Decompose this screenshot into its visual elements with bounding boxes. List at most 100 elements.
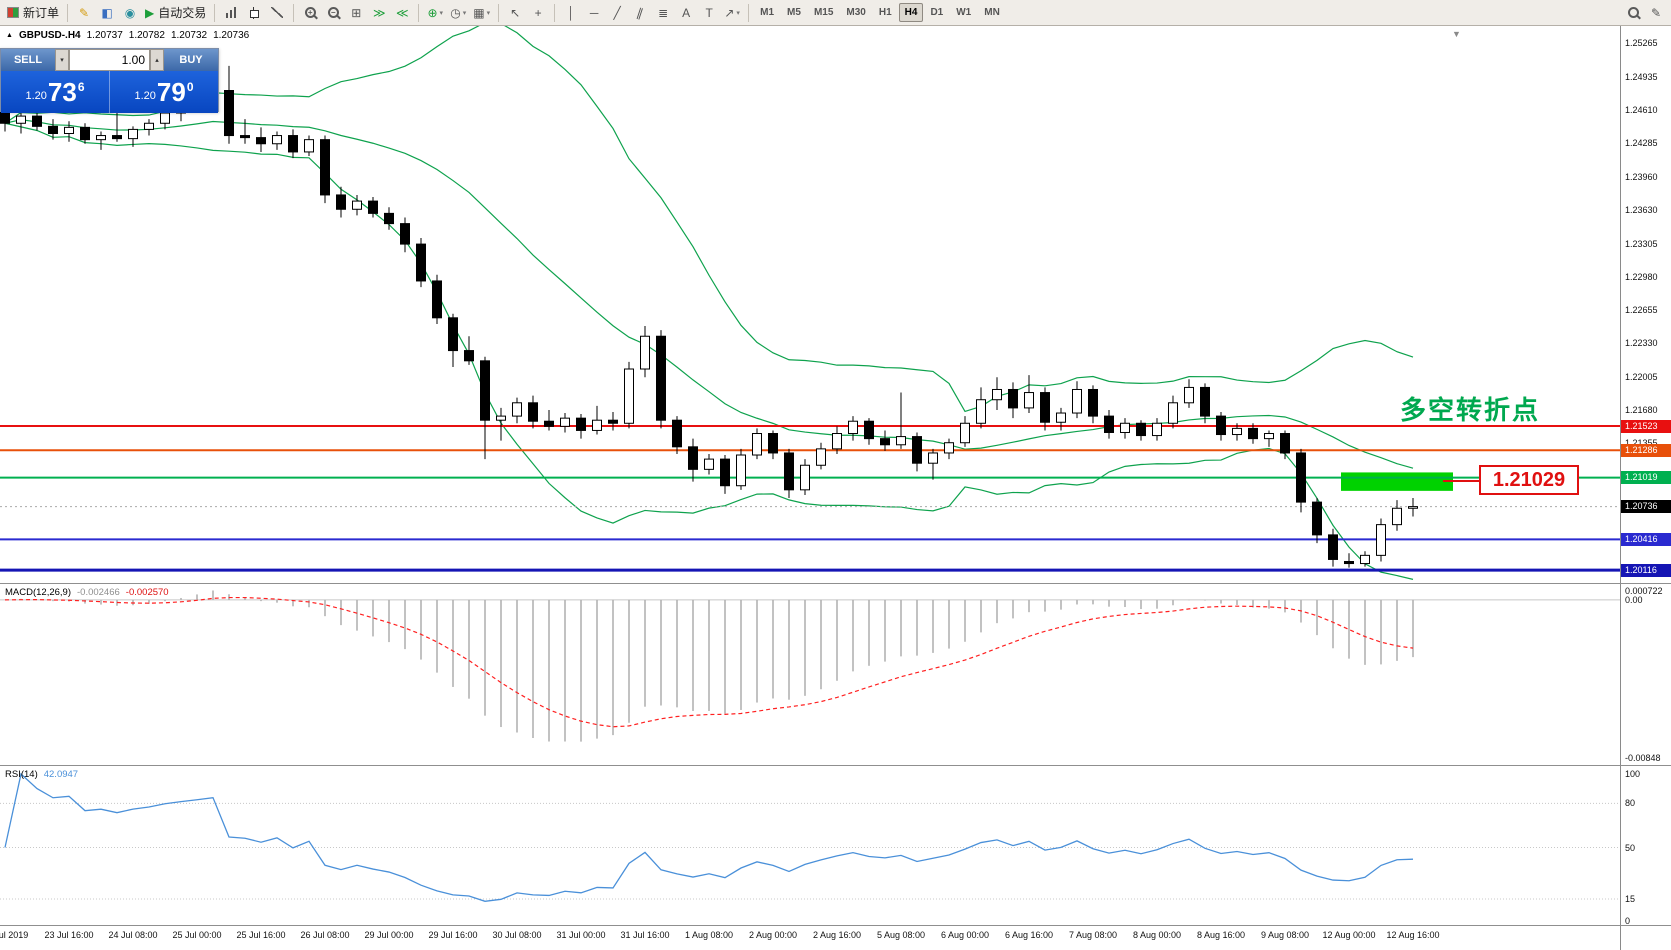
metaeditor-button[interactable]: ✎	[73, 2, 95, 24]
buy-price-prefix: 1.20	[134, 90, 156, 102]
horizontal-line-button[interactable]: ─	[583, 2, 605, 24]
sell-price-sup: 6	[77, 80, 85, 94]
close-value: 1.20736	[213, 30, 250, 41]
buy-button[interactable]: BUY	[164, 49, 218, 71]
macd-main-value: -0.002466	[77, 587, 120, 598]
metaeditor-icon: ✎	[78, 5, 90, 20]
price-callout-label: 1.21029	[1479, 465, 1579, 495]
green-zone-rect[interactable]	[1341, 472, 1453, 491]
new-order-icon	[7, 7, 19, 18]
vertical-line-button[interactable]: │	[560, 2, 582, 24]
buy-price-sup: 0	[186, 80, 194, 94]
macd-scale-max: 0.000722	[1625, 586, 1663, 596]
macd-chart[interactable]	[0, 584, 1620, 765]
expand-icon[interactable]: ▲	[6, 32, 13, 39]
timeframe-mn-button[interactable]: MN	[984, 7, 1000, 18]
timeframe-m1-button[interactable]: M1	[760, 7, 775, 18]
panel-separator[interactable]	[0, 925, 1671, 926]
candlestick-icon	[250, 6, 260, 19]
rsi-chart[interactable]	[0, 766, 1620, 925]
symbol-ohlc-readout: ▲ GBPUSD-.H4 1.20737 1.20782 1.20732 1.2…	[6, 30, 249, 41]
arrows-button[interactable]: ↗ ▾	[721, 2, 743, 24]
price-line-badge: 1.21523	[1621, 419, 1671, 433]
panel-separator[interactable]	[0, 583, 1671, 584]
price-axis[interactable]: 0.000722 0.00 -0.00848 1.25265 1.24935 1.2…	[1620, 26, 1671, 950]
volume-decrease-button[interactable]: ▾	[55, 49, 69, 71]
sell-button[interactable]: SELL	[1, 49, 55, 71]
time-axis-label: 6 Aug 00:00	[940, 930, 990, 940]
crosshair-button[interactable]: +	[527, 2, 549, 24]
cursor-button[interactable]: ↖	[504, 2, 526, 24]
fibonacci-button[interactable]: ≣	[652, 2, 674, 24]
price-tick-label: 1.21680	[1625, 404, 1658, 415]
timeframe-h1-button[interactable]: H1	[878, 7, 892, 18]
templates-button[interactable]: ▦ ▾	[470, 2, 493, 24]
volume-input[interactable]	[69, 49, 150, 71]
timeframe-h4-button[interactable]: H4	[898, 3, 924, 22]
text-button[interactable]: A	[675, 2, 697, 24]
terminal-button[interactable]: ◧	[96, 2, 118, 24]
timeframe-m15-button[interactable]: M15	[813, 7, 834, 18]
quick-edit-button[interactable]: ✎	[1645, 2, 1667, 24]
rsi-header: RSI(14) 42.0947	[5, 769, 78, 780]
text-label-button[interactable]: T	[698, 2, 720, 24]
panel-separator[interactable]	[0, 765, 1671, 766]
chart-line-button[interactable]	[266, 2, 288, 24]
trendline-button[interactable]: ╱	[606, 2, 628, 24]
time-axis-label: 2 Aug 16:00	[812, 930, 862, 940]
timeframe-w1-button[interactable]: W1	[956, 7, 972, 18]
search-icon	[1627, 7, 1639, 18]
price-tick-label: 1.22655	[1625, 305, 1658, 316]
timeframe-m5-button[interactable]: M5	[787, 7, 801, 18]
rsi-line	[4, 772, 1414, 902]
text-icon: A	[682, 5, 691, 20]
strategy-tester-icon: ◉	[124, 5, 136, 20]
autotrading-play-icon: ▶	[145, 5, 155, 20]
autotrading-button[interactable]: ▶ 自动交易	[142, 2, 209, 24]
turning-point-annotation: 多空转折点	[1400, 395, 1541, 425]
rsi-scale-label: 100	[1625, 769, 1641, 779]
volume-increase-button[interactable]: ▴	[150, 49, 164, 71]
rsi-scale-label: 15	[1625, 893, 1636, 904]
zoom-in-button[interactable]: +	[299, 2, 321, 24]
bollinger-bands	[4, 26, 1414, 580]
new-order-button[interactable]: 新订单	[4, 2, 62, 24]
indicators-button[interactable]: ⊕ ▾	[424, 2, 446, 24]
strategy-tester-button[interactable]: ◉	[119, 2, 141, 24]
time-axis-label: 8 Aug 16:00	[1196, 930, 1246, 940]
zoom-out-icon: −	[327, 7, 339, 18]
time-axis-label: 25 Jul 16:00	[236, 930, 286, 940]
timeframe-m30-button[interactable]: M30	[846, 7, 866, 18]
buy-price-display[interactable]: 1.20 79 0	[110, 71, 218, 113]
sell-price-big: 73	[47, 77, 77, 107]
macd-title: MACD(12,26,9)	[5, 587, 71, 598]
timeframe-d1-button[interactable]: D1	[930, 7, 944, 18]
chart-shift-button[interactable]: ≪	[391, 2, 413, 24]
zoom-out-button[interactable]: −	[322, 2, 344, 24]
indicators-icon: ⊕	[427, 5, 438, 20]
time-axis-label: 23 Jul 16:00	[44, 930, 94, 940]
time-axis-label: 12 Aug 00:00	[1322, 930, 1376, 940]
chart-candles-button[interactable]	[243, 2, 265, 24]
auto-scroll-button[interactable]: ≫	[368, 2, 390, 24]
candlestick-chart[interactable]	[0, 26, 1620, 583]
price-tick-label: 1.23630	[1625, 205, 1658, 216]
periods-button[interactable]: ◷ ▾	[447, 2, 469, 24]
open-value: 1.20737	[86, 30, 123, 41]
rsi-scale-label: 50	[1625, 842, 1636, 853]
channel-button[interactable]: ∥	[629, 2, 651, 24]
toolbar: 新订单 ✎ ◧ ◉ ▶ 自动交易 + − ⊞ ≫ ≪ ⊕ ▾ ◷ ▾ ▦ ▾ ↖…	[0, 0, 1671, 26]
price-divider	[109, 71, 110, 113]
time-axis-label: 29 Jul 00:00	[364, 930, 414, 940]
search-button[interactable]	[1622, 2, 1644, 24]
price-line-badge: 1.20416	[1621, 532, 1671, 546]
time-axis-label: 25 Jul 00:00	[172, 930, 222, 940]
time-axis[interactable]: 23 Jul 2019 23 Jul 16:00 24 Jul 08:00 25 Ju…	[0, 926, 1620, 950]
time-axis-label: 1 Aug 08:00	[684, 930, 734, 940]
tile-windows-button[interactable]: ⊞	[345, 2, 367, 24]
chart-bars-button[interactable]	[220, 2, 242, 24]
sell-price-display[interactable]: 1.20 73 6	[1, 71, 109, 113]
chart-shift-marker: ▼	[1452, 29, 1461, 39]
trade-widget-prices: 1.20 73 6 1.20 79 0	[1, 71, 218, 113]
price-line-badge: 1.21286	[1621, 443, 1671, 457]
